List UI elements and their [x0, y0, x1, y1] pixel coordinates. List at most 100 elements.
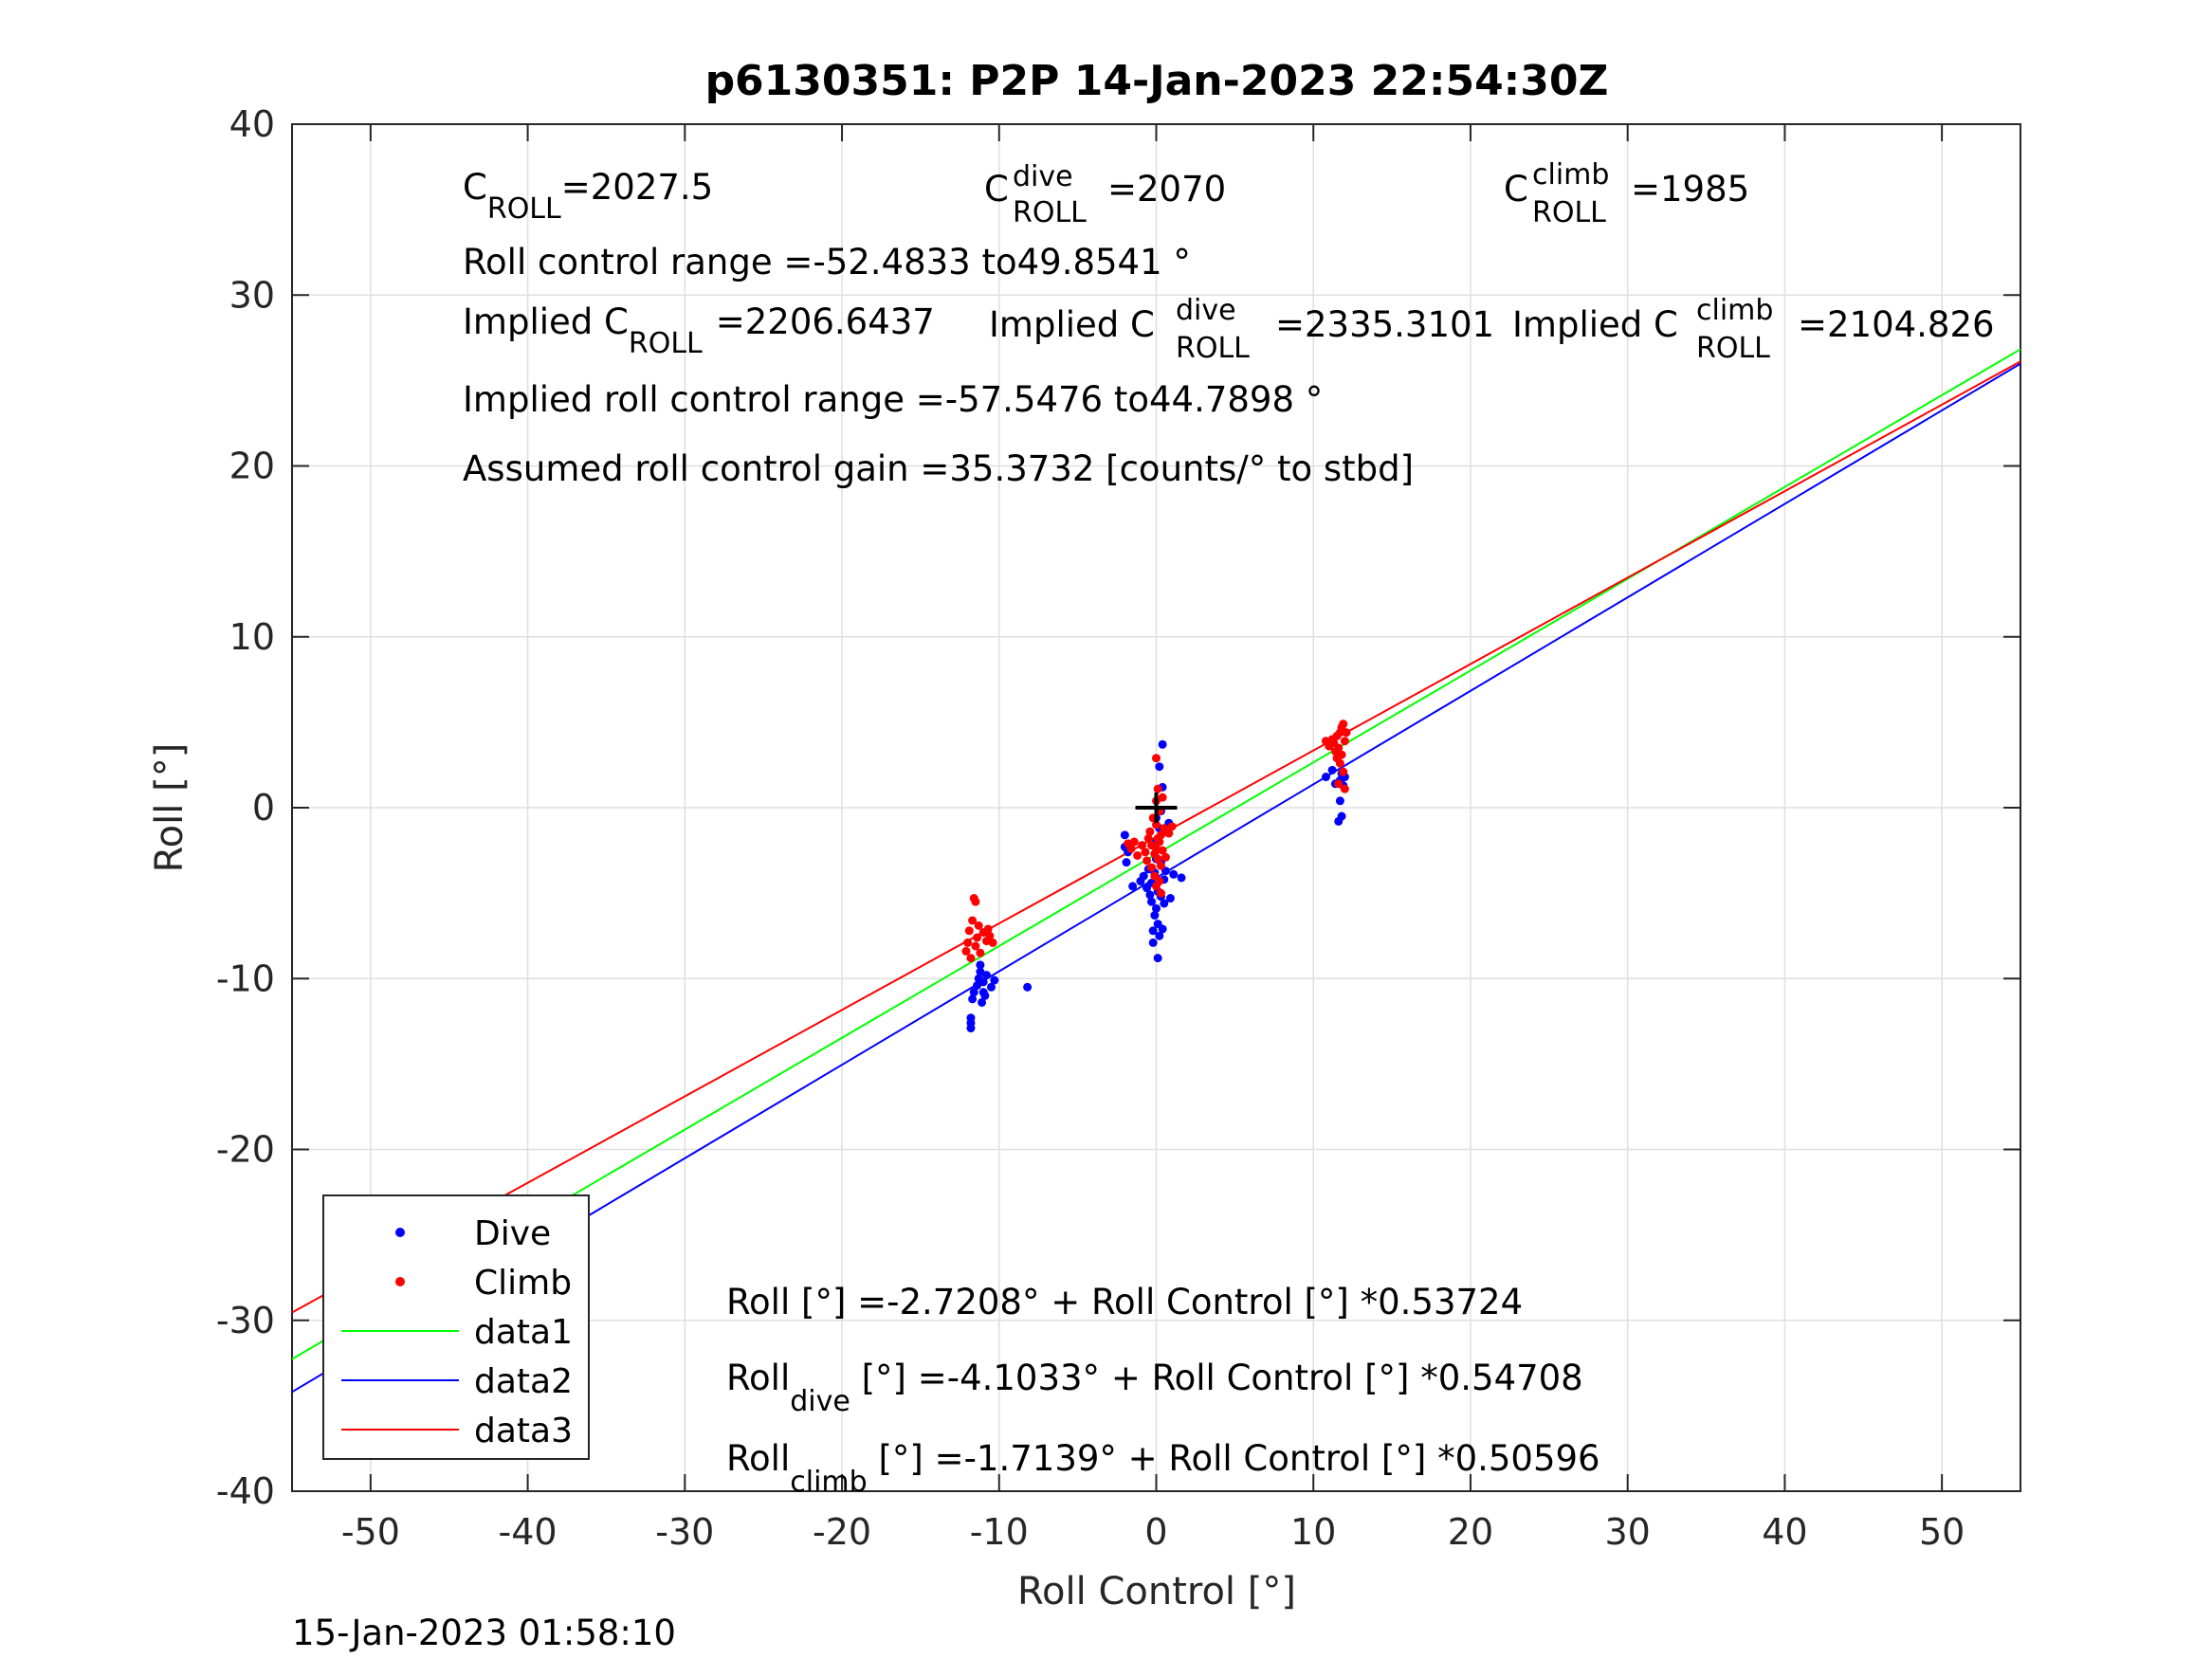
y-tick-label: 30 — [229, 274, 275, 316]
climb-point — [971, 941, 980, 951]
equation-climb: Rollclimb [°] =-1.7139° + Roll Control [… — [726, 1438, 1600, 1499]
series-dive — [966, 739, 1349, 1033]
dive-point — [1120, 830, 1129, 840]
implied-c-roll-climb-value: =2104.826 — [1798, 304, 1995, 345]
y-tick-label: -40 — [216, 1470, 275, 1512]
climb-point — [1339, 767, 1348, 776]
equation-dive: Rolldive [°] =-4.1033° + Roll Control [°… — [726, 1358, 1583, 1418]
dive-point — [1337, 811, 1346, 821]
x-tick-label: 50 — [1919, 1511, 1965, 1553]
climb-point — [988, 938, 997, 947]
x-tick-label: -40 — [499, 1511, 558, 1553]
dive-point — [1145, 890, 1155, 900]
climb-point — [1334, 743, 1344, 753]
timestamp: 15-Jan-2023 01:58:10 — [292, 1613, 676, 1653]
dive-point — [1327, 765, 1337, 775]
c-roll-value: =2027.5 — [561, 167, 713, 208]
c-roll-climb-annotation: C climb ROLL =1985 — [1504, 158, 1749, 229]
x-tick-label: -30 — [655, 1511, 714, 1553]
c-roll-annotation: CROLL=2027.5 — [463, 167, 713, 226]
legend-label-climb: Climb — [474, 1264, 572, 1303]
c-roll-main: C — [463, 167, 487, 208]
implied-c-roll-sub: ROLL — [629, 327, 703, 360]
dive-point — [1152, 903, 1161, 913]
scatter-points — [961, 720, 1351, 1033]
dive-point — [969, 988, 978, 997]
climb-point — [974, 921, 983, 930]
dive-point — [976, 960, 985, 970]
dive-point — [1169, 869, 1179, 879]
equation-dive-value: [°] =-4.1033° + Roll Control [°] *0.5470… — [850, 1358, 1583, 1398]
y-tick-label: -10 — [216, 957, 275, 999]
climb-point — [1147, 863, 1157, 872]
x-axis-label: Roll Control [°] — [1017, 1570, 1296, 1613]
c-roll-climb-main: C — [1504, 169, 1528, 210]
climb-point — [971, 897, 980, 906]
x-tick-label: -10 — [970, 1511, 1029, 1553]
climb-point — [1129, 837, 1139, 847]
x-tick-label: -20 — [813, 1511, 871, 1553]
x-tick-label: 20 — [1448, 1511, 1493, 1553]
c-roll-climb-sup: climb — [1532, 158, 1609, 191]
dive-point — [1155, 762, 1164, 772]
dive-point — [1165, 894, 1175, 903]
roll-control-range: Roll control range =-52.4833 to49.8541 ° — [463, 242, 1191, 283]
svg-text:Implied CROLL=2206.6437: Implied CROLL =2206.6437 — [463, 301, 935, 360]
y-tick-label: 10 — [229, 616, 275, 658]
dive-point — [1148, 926, 1158, 936]
legend-marker-dive — [395, 1228, 405, 1237]
legend-label-data3: data3 — [474, 1412, 573, 1450]
climb-point — [1138, 841, 1147, 850]
climb-point — [1339, 720, 1348, 729]
equation-climb-main: Roll — [726, 1438, 790, 1479]
climb-point — [1141, 848, 1150, 857]
x-tick-label: 10 — [1290, 1511, 1336, 1553]
dive-point — [1335, 796, 1344, 806]
climb-point — [963, 938, 973, 947]
x-tick-label: 30 — [1605, 1511, 1651, 1553]
y-tick-label: -20 — [216, 1129, 275, 1171]
axis-ticks: -50 -40 -30 -20 -10 0 10 20 30 40 50 -40 -30 -20 -10 0 1… — [216, 103, 2020, 1553]
climb-point — [1153, 854, 1162, 864]
equation-climb-value: [°] =-1.7139° + Roll Control [°] *0.5059… — [868, 1438, 1600, 1479]
c-roll-sub: ROLL — [487, 192, 561, 226]
c-roll-dive-sup: dive — [1013, 160, 1073, 193]
dive-point — [1160, 899, 1169, 908]
c-roll-climb-value: =1985 — [1631, 169, 1749, 210]
dive-point — [966, 1013, 976, 1023]
climb-point — [1156, 888, 1165, 898]
series-climb — [961, 720, 1351, 963]
implied-c-roll-annotation: Implied CROLL =2206.6437 — [463, 301, 935, 360]
dive-point — [1023, 982, 1033, 992]
dive-point — [1158, 739, 1167, 749]
c-roll-dive-annotation: C dive ROLL =2070 — [984, 160, 1226, 229]
dive-point — [978, 977, 988, 987]
implied-c-roll-climb-main: Implied C — [1512, 304, 1678, 345]
implied-c-roll-dive-sup: dive — [1176, 294, 1236, 327]
x-tick-label: 40 — [1762, 1511, 1807, 1553]
c-roll-dive-value: =2070 — [1107, 169, 1226, 210]
dive-point — [1153, 954, 1162, 963]
implied-c-roll-dive-sub: ROLL — [1176, 332, 1250, 365]
legend-label-data1: data1 — [474, 1313, 573, 1352]
c-roll-dive-sub: ROLL — [1013, 196, 1087, 229]
implied-range: Implied roll control range =-57.5476 to4… — [463, 379, 1323, 420]
climb-point — [1167, 822, 1177, 831]
climb-point — [1145, 827, 1155, 836]
implied-c-roll-dive-value: =2335.3101 — [1275, 304, 1494, 345]
equation-dive-sub: dive — [790, 1385, 850, 1418]
climb-point — [976, 948, 985, 957]
dive-point — [978, 997, 987, 1007]
climb-point — [1340, 737, 1349, 746]
dive-point — [1177, 873, 1186, 883]
x-tick-label: 0 — [1144, 1511, 1167, 1553]
legend-label-dive: Dive — [474, 1214, 551, 1253]
legend-box — [322, 1194, 590, 1460]
implied-c-roll-climb-sup: climb — [1696, 294, 1773, 327]
climb-point — [1152, 820, 1161, 830]
equation-climb-sub: climb — [790, 1466, 867, 1499]
c-roll-dive-main: C — [984, 169, 1009, 210]
svg-text:CROLL=2027.5: CROLL=2027.5 — [463, 167, 713, 226]
climb-point — [1337, 750, 1346, 759]
dive-point — [986, 982, 996, 992]
